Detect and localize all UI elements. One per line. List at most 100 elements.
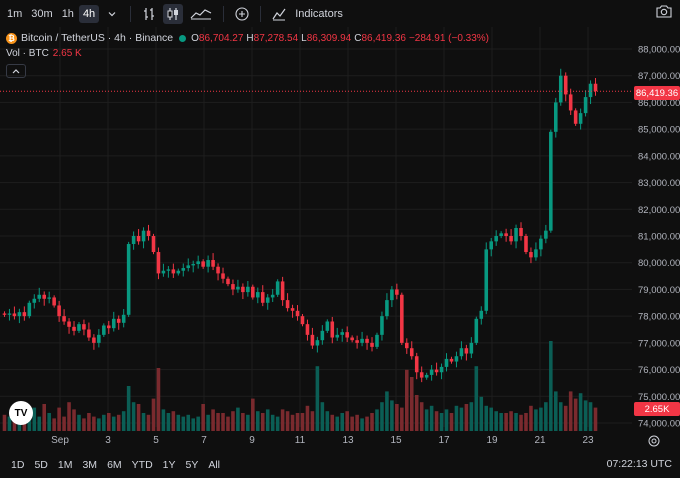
candle-body — [578, 113, 583, 124]
candle-body — [260, 292, 265, 303]
volume-bar — [52, 418, 56, 431]
candle-body — [32, 298, 37, 303]
candle-body — [37, 294, 42, 299]
volume-bar — [201, 404, 205, 431]
candle-body — [67, 321, 71, 327]
candle-body — [57, 305, 61, 317]
volume-bar — [171, 411, 176, 431]
timeframe-1m[interactable]: 1m — [7, 7, 23, 20]
timeframe-4h[interactable]: 4h — [78, 4, 100, 23]
volume-bar — [186, 414, 191, 431]
volume-bar — [514, 413, 518, 431]
tradingview-logo[interactable]: TV — [9, 401, 33, 425]
candle-body — [121, 314, 126, 323]
volume-bar — [97, 418, 101, 431]
volume-bar — [67, 402, 71, 431]
volume-bar — [32, 407, 37, 431]
range-5d[interactable]: 5D — [34, 459, 48, 471]
volume-bar — [583, 400, 588, 431]
indicators-button[interactable]: Indicators — [295, 7, 343, 20]
candle-body — [549, 131, 553, 231]
volume-bar — [166, 413, 171, 431]
range-6m[interactable]: 6M — [107, 459, 122, 471]
price-tick-label: 75,000.00 — [638, 392, 680, 403]
utc-clock[interactable]: 07:22:13 UTC — [606, 458, 672, 470]
volume-bar — [176, 414, 181, 431]
candle-body — [529, 252, 533, 258]
collapse-legend-button[interactable] — [6, 64, 26, 78]
volume-bar — [315, 366, 320, 431]
candle-body — [375, 334, 379, 347]
indicators-icon[interactable] — [269, 4, 289, 24]
volume-bar — [290, 414, 295, 431]
volume-bar — [226, 416, 230, 431]
candle-body — [310, 334, 315, 346]
volume-bar — [504, 413, 508, 431]
price-tick-label: 84,000.00 — [638, 151, 680, 162]
symbol-title[interactable]: Bitcoin / TetherUS · 4h · Binance — [21, 32, 174, 44]
range-1y[interactable]: 1Y — [162, 459, 176, 471]
candle-body — [340, 332, 345, 335]
axis-settings-icon[interactable] — [648, 434, 660, 452]
candle-body — [161, 270, 166, 274]
volume-bar — [251, 398, 255, 431]
volume-bar — [395, 404, 399, 431]
add-compare-icon[interactable] — [232, 4, 252, 24]
candle-body — [231, 284, 235, 290]
bar-chart-type-icon[interactable] — [139, 4, 159, 24]
range-3m[interactable]: 3M — [82, 459, 98, 471]
volume-bar — [2, 414, 7, 431]
volume-bar — [419, 402, 424, 431]
candle-body — [27, 302, 32, 317]
candle-body — [345, 332, 349, 338]
range-ytd[interactable]: YTD — [131, 459, 153, 471]
chevron-down-icon[interactable] — [102, 4, 122, 24]
candle-body — [196, 261, 200, 265]
volume-bar — [241, 413, 245, 431]
volume-bar — [156, 368, 161, 431]
candle-body — [255, 292, 260, 298]
volume-bar — [534, 409, 538, 431]
volume-bar — [136, 404, 141, 431]
volume-bar — [206, 414, 210, 431]
candle-body — [206, 260, 210, 267]
camera-icon[interactable] — [656, 4, 672, 23]
timeframe-30m[interactable]: 30m — [31, 7, 53, 20]
volume-bar — [459, 407, 464, 431]
candle-body — [270, 294, 275, 298]
candle-body — [2, 313, 7, 315]
candle-body — [236, 286, 240, 290]
candlestick-chart-type-icon[interactable] — [163, 3, 184, 24]
candle-body — [52, 297, 56, 306]
volume-bar — [246, 414, 250, 431]
volume-bar — [360, 418, 364, 431]
range-bar: 1D 5D 1M 3M 6M YTD 1Y 5Y All — [0, 452, 680, 478]
volume-bar — [568, 391, 573, 431]
volume-bar — [275, 416, 280, 431]
volume-bar — [57, 407, 61, 431]
range-all[interactable]: All — [208, 459, 221, 471]
candle-body — [87, 329, 91, 338]
candle-body — [181, 268, 186, 271]
range-1m[interactable]: 1M — [57, 459, 73, 471]
volume-bar — [300, 413, 305, 431]
time-tick-label: 17 — [438, 435, 450, 446]
candle-body — [315, 340, 320, 346]
candle-body — [439, 366, 444, 373]
candle-body — [265, 297, 270, 303]
candle-body — [290, 308, 295, 311]
price-chart[interactable]: 88,000.00 87,000.00 86,000.00 85,000.00 84,0… — [0, 27, 680, 452]
candle-body — [305, 324, 310, 335]
area-chart-type-icon[interactable] — [187, 4, 215, 24]
candle-body — [504, 233, 508, 236]
price-tick-label: 80,000.00 — [638, 258, 680, 269]
candle-body — [454, 356, 459, 362]
volume-bar — [231, 411, 235, 431]
range-5y[interactable]: 5Y — [185, 459, 199, 471]
candle-body — [484, 249, 489, 311]
range-1d[interactable]: 1D — [11, 459, 25, 471]
volume-bar — [131, 402, 136, 431]
volume-bar — [305, 405, 310, 431]
candle-body — [246, 286, 250, 293]
timeframe-1h[interactable]: 1h — [61, 7, 74, 20]
